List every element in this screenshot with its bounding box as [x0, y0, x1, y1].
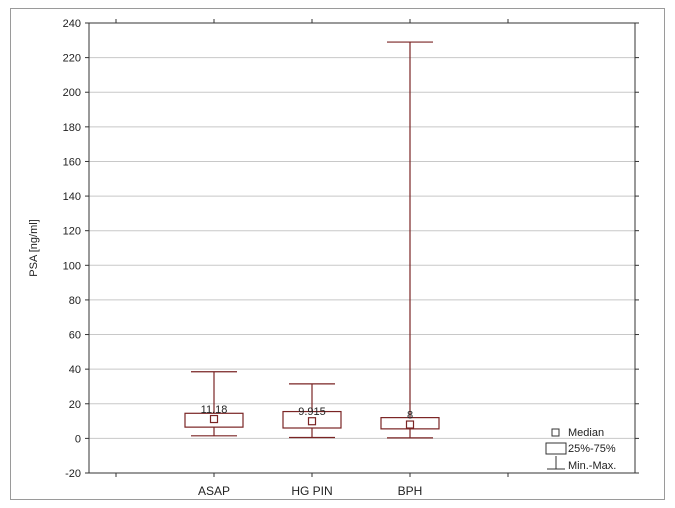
legend-median-label: Median — [568, 427, 604, 439]
legend-iqr-symbol — [545, 442, 567, 455]
box-bph: 8 — [380, 41, 440, 439]
y-axis-ticks: -20 0 20 40 60 80 100 120 140 160 180 200 220 240 — [63, 18, 639, 480]
legend: Median 25%-75% Min.-Max. — [545, 427, 616, 472]
median-marker — [307, 417, 317, 426]
legend-median-symbol — [551, 428, 560, 437]
y-axis-label: PSA [ng/ml] — [28, 219, 40, 276]
box-asap: 11.18 — [184, 371, 244, 437]
y-tick-label: 120 — [63, 226, 81, 238]
box-hg-pin: 9.915 — [282, 383, 342, 439]
y-tick-label: -20 — [65, 468, 81, 480]
x-axis-categories: ASAP HG PIN BPH — [115, 19, 509, 498]
y-tick-label: 40 — [69, 364, 81, 376]
x-category-label: HG PIN — [291, 484, 332, 498]
legend-iqr-label: 25%-75% — [568, 443, 616, 455]
median-marker — [405, 420, 415, 429]
grid-lines — [89, 57, 635, 439]
y-tick-label: 60 — [69, 330, 81, 342]
y-tick-label: 20 — [69, 399, 81, 411]
median-marker — [209, 414, 219, 424]
median-label: 9.915 — [298, 406, 326, 418]
y-tick-label: 240 — [63, 18, 81, 30]
legend-range-label: Min.-Max. — [568, 460, 616, 472]
box-series: 11.18 9.915 8 — [184, 41, 440, 439]
x-category-label: BPH — [398, 484, 423, 498]
y-tick-label: 80 — [69, 295, 81, 307]
box-plot-chart: -20 0 20 40 60 80 100 120 140 160 180 200 220 240 11.… — [28, 18, 639, 498]
y-tick-label: 200 — [63, 87, 81, 99]
chart-frame: -20 0 20 40 60 80 100 120 140 160 180 200 220 240 11.… — [10, 8, 665, 500]
median-label: 11.18 — [201, 404, 228, 416]
y-tick-label: 180 — [63, 122, 81, 134]
x-category-label: ASAP — [198, 484, 230, 498]
median-label: 8 — [407, 410, 413, 422]
y-tick-label: 160 — [63, 156, 81, 168]
plot-border — [88, 22, 636, 474]
y-tick-label: 100 — [63, 260, 81, 272]
y-tick-label: 140 — [63, 191, 81, 203]
y-tick-label: 220 — [63, 53, 81, 65]
y-tick-label: 0 — [75, 433, 81, 445]
